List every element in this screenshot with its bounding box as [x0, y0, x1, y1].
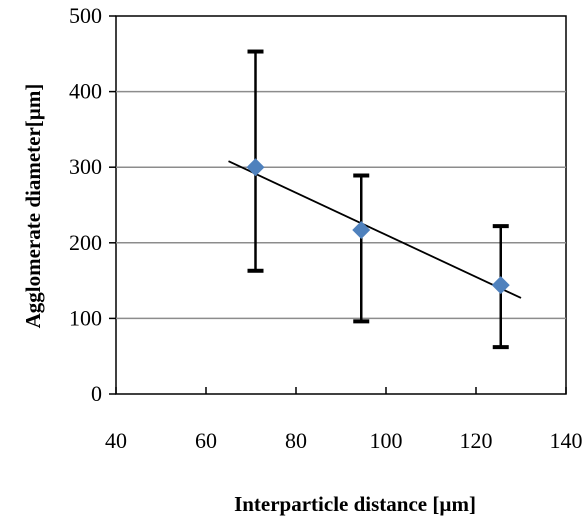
y-tick-label: 100 [69, 305, 102, 330]
y-axis-ticks: 0 100 200 300 400 500 [69, 3, 116, 406]
x-tick-label: 100 [370, 428, 403, 453]
x-tick-label: 40 [105, 428, 127, 453]
y-tick-label: 300 [69, 154, 102, 179]
plot-area [115, 15, 567, 395]
y-tick-label: 500 [69, 3, 102, 28]
x-axis-ticks: 40 60 80 100 120 140 [105, 387, 583, 453]
data-point [352, 220, 371, 239]
y-tick-label: 400 [69, 79, 102, 104]
y-tick-label: 200 [69, 230, 102, 255]
x-tick-label: 80 [285, 428, 307, 453]
gridlines [116, 90, 566, 320]
data-point [246, 158, 265, 177]
x-tick-label: 60 [195, 428, 217, 453]
y-axis-title: Agglomerate diameter[µm] [21, 84, 45, 329]
x-axis-title: Interparticle distance [µm] [234, 492, 476, 516]
trendline [228, 160, 522, 299]
data-point [491, 276, 510, 295]
x-tick-label: 120 [460, 428, 493, 453]
trendline-group [228, 160, 522, 299]
x-tick-label: 140 [550, 428, 583, 453]
data-points [246, 158, 510, 295]
y-tick-label: 0 [91, 381, 102, 406]
